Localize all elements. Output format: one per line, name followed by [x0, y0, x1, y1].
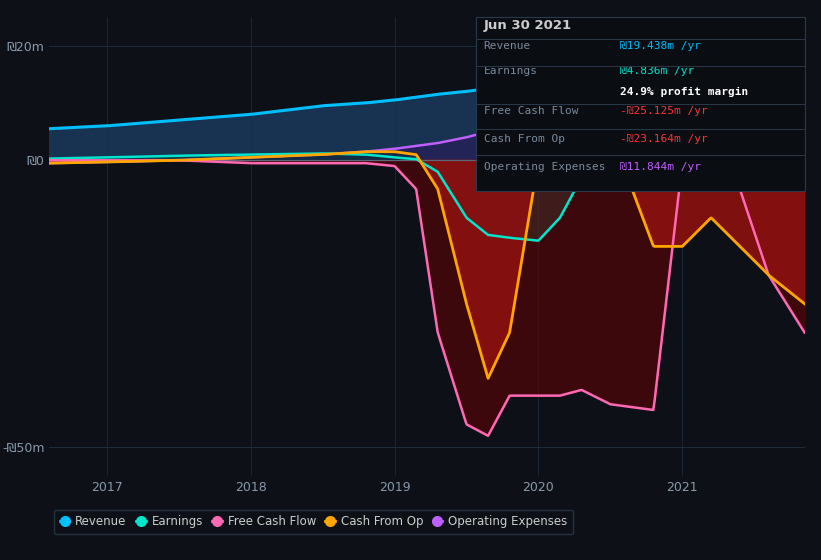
Text: -₪25.125m /yr: -₪25.125m /yr: [620, 106, 707, 116]
Text: 24.9% profit margin: 24.9% profit margin: [620, 87, 748, 97]
Text: -₪23.164m /yr: -₪23.164m /yr: [620, 134, 707, 144]
Text: ₪11.844m /yr: ₪11.844m /yr: [620, 162, 700, 172]
Text: ₪4.836m /yr: ₪4.836m /yr: [620, 67, 694, 76]
Text: Cash From Op: Cash From Op: [484, 134, 565, 144]
Text: Jun 30 2021: Jun 30 2021: [484, 19, 571, 32]
Text: Free Cash Flow: Free Cash Flow: [484, 106, 578, 116]
Text: Earnings: Earnings: [484, 67, 538, 76]
FancyBboxPatch shape: [476, 17, 805, 192]
Text: Operating Expenses: Operating Expenses: [484, 162, 605, 172]
Legend: Revenue, Earnings, Free Cash Flow, Cash From Op, Operating Expenses: Revenue, Earnings, Free Cash Flow, Cash …: [54, 510, 573, 534]
Text: ₪19.438m /yr: ₪19.438m /yr: [620, 41, 700, 50]
Text: Revenue: Revenue: [484, 41, 531, 50]
